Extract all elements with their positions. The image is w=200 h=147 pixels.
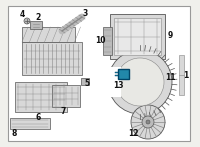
Bar — [106, 67, 121, 97]
Bar — [179, 55, 184, 95]
Circle shape — [131, 105, 165, 139]
Bar — [52, 85, 80, 107]
Circle shape — [108, 50, 172, 114]
Text: 4: 4 — [19, 10, 25, 19]
Bar — [103, 27, 112, 55]
Circle shape — [146, 120, 150, 124]
Text: 2: 2 — [35, 12, 41, 21]
Text: 11: 11 — [165, 72, 175, 81]
Text: 13: 13 — [113, 81, 123, 90]
Bar — [115, 75, 118, 76]
Text: 5: 5 — [84, 78, 90, 87]
Circle shape — [24, 18, 30, 24]
Text: 10: 10 — [95, 35, 105, 45]
Text: 3: 3 — [82, 9, 88, 17]
Circle shape — [142, 116, 154, 128]
Bar — [110, 14, 165, 59]
Circle shape — [116, 58, 164, 106]
Bar — [30, 21, 42, 29]
Bar — [22, 42, 82, 75]
Text: 6: 6 — [35, 112, 41, 122]
Bar — [15, 82, 67, 112]
Bar — [81, 78, 89, 85]
Text: 9: 9 — [167, 30, 173, 40]
Text: 7: 7 — [60, 106, 66, 116]
Bar — [10, 118, 50, 129]
Polygon shape — [22, 27, 75, 42]
Bar — [115, 71, 118, 73]
Bar — [114, 18, 161, 55]
Text: 12: 12 — [128, 128, 138, 137]
Text: 8: 8 — [11, 128, 17, 137]
Bar — [118, 69, 129, 79]
Text: 1: 1 — [183, 71, 189, 80]
